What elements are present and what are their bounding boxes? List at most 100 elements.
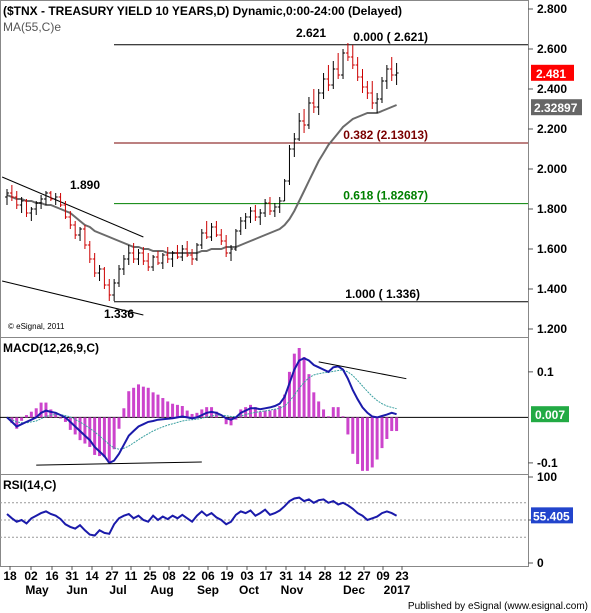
- price-bar: [287, 145, 292, 185]
- chart-title: ($TNX - TREASURY YIELD 10 YEARS,D) Dynam…: [3, 4, 402, 18]
- price-bar: [214, 221, 219, 237]
- xaxis-day-label: 31: [65, 569, 79, 583]
- macd-panel: 0.1 -0.1 0.007: [0, 347, 569, 471]
- rsi-value: 55.405: [533, 509, 570, 523]
- price-bar: [126, 245, 131, 265]
- price-bar: [53, 193, 58, 205]
- price-bar: [14, 191, 19, 209]
- price-bar: [316, 89, 321, 115]
- xaxis-day-label: 25: [143, 569, 157, 583]
- price-bar: [370, 81, 375, 109]
- price-bar: [63, 201, 68, 219]
- macd-title: MACD(12,26,9,C): [3, 341, 99, 355]
- price-bar: [384, 65, 389, 89]
- price-bar: [97, 265, 102, 281]
- xaxis-day-label: 08: [162, 569, 176, 583]
- price-bar: [185, 241, 190, 257]
- price-bar: [160, 253, 165, 269]
- rsi-title: RSI(14,C): [3, 478, 56, 492]
- xaxis-day-label: 28: [318, 569, 332, 583]
- fib-label-382: 0.382 (2.13013): [343, 128, 428, 142]
- xaxis-day-label: 17: [259, 569, 273, 583]
- price-bar: [238, 217, 243, 235]
- price-bar: [219, 229, 224, 245]
- price-bar: [155, 251, 160, 265]
- price-bar: [170, 251, 175, 267]
- price-bar: [360, 69, 365, 93]
- xaxis-day-label: 14: [85, 569, 99, 583]
- price-bar: [331, 61, 336, 89]
- price-bar: [34, 201, 39, 215]
- fib-label-top: 0.000 ( 2.621): [353, 30, 428, 44]
- rsi-panel: 100 0 55.405: [0, 470, 573, 570]
- last-ma-value: 2.32897: [534, 101, 578, 115]
- xaxis-month-label: Jul: [109, 583, 126, 597]
- xaxis-month-label: Jun: [66, 583, 87, 597]
- rsi-ytick-label: 0: [537, 556, 544, 570]
- price-ytick-label: 2.200: [537, 122, 567, 136]
- price-bar: [68, 211, 73, 229]
- publisher-credit: Published by eSignal (www.esignal.com): [408, 601, 588, 612]
- price-bar: [345, 43, 350, 61]
- xaxis-day-label: 19: [220, 569, 234, 583]
- price-bar: [282, 179, 287, 202]
- price-bar: [102, 267, 107, 289]
- xaxis-day-label: 27: [105, 569, 119, 583]
- price-bar: [297, 113, 302, 141]
- xaxis-month-label: Sep: [197, 583, 219, 597]
- price-bar: [131, 243, 136, 263]
- price-bar: [355, 57, 360, 81]
- price-bar: [306, 97, 311, 129]
- annotation-high-2621: 2.621: [296, 26, 326, 40]
- price-bar: [48, 191, 53, 201]
- xaxis-day-label: 02: [24, 569, 38, 583]
- price-bar: [341, 49, 346, 79]
- price-bar: [24, 199, 29, 217]
- price-bar: [233, 229, 238, 251]
- xaxis-day-label: 12: [338, 569, 352, 583]
- price-bar: [19, 197, 24, 213]
- price-bar: [87, 241, 92, 263]
- macd-ytick-label: 0.1: [537, 365, 554, 379]
- price-bar: [175, 245, 180, 259]
- price-bar: [112, 279, 117, 301]
- price-bar: [117, 265, 122, 287]
- price-bar: [224, 235, 229, 257]
- price-bar: [229, 245, 234, 261]
- price-bar: [267, 197, 272, 215]
- price-bar: [365, 81, 370, 99]
- price-bar: [258, 209, 263, 225]
- price-bar: [136, 249, 141, 265]
- price-bar: [302, 109, 307, 133]
- price-bar: [350, 45, 355, 69]
- price-bar: [292, 133, 297, 157]
- price-bar: [326, 65, 331, 91]
- price-bar: [9, 185, 14, 201]
- price-bar: [58, 193, 63, 207]
- rsi-line: [6, 496, 398, 537]
- price-bar: [29, 207, 34, 221]
- macd-signal-line: [6, 369, 397, 450]
- xaxis-day-label: 18: [3, 569, 17, 583]
- xaxis-day-label: 22: [182, 569, 196, 583]
- xaxis-month-label: May: [25, 583, 49, 597]
- price-bar: [151, 255, 156, 271]
- macd-value: 0.007: [535, 408, 565, 422]
- price-bar: [107, 279, 112, 301]
- macd-line: [6, 357, 397, 465]
- price-bar: [204, 221, 209, 239]
- rsi-value-badge: [531, 507, 573, 524]
- fib-label-bottom: 1.000 ( 1.336): [345, 287, 420, 301]
- last-price-value: 2.481: [536, 67, 566, 81]
- price-bar: [92, 253, 97, 277]
- last-ma-badge: [531, 99, 582, 116]
- price-bar: [263, 199, 268, 217]
- price-bar: [277, 197, 282, 213]
- price-bar: [82, 225, 87, 249]
- xaxis-day-label: 14: [298, 569, 312, 583]
- price-bar: [194, 243, 199, 261]
- annotation-high-1890: 1.890: [70, 178, 100, 192]
- price-bar: [180, 245, 185, 261]
- ma-line: [6, 104, 397, 254]
